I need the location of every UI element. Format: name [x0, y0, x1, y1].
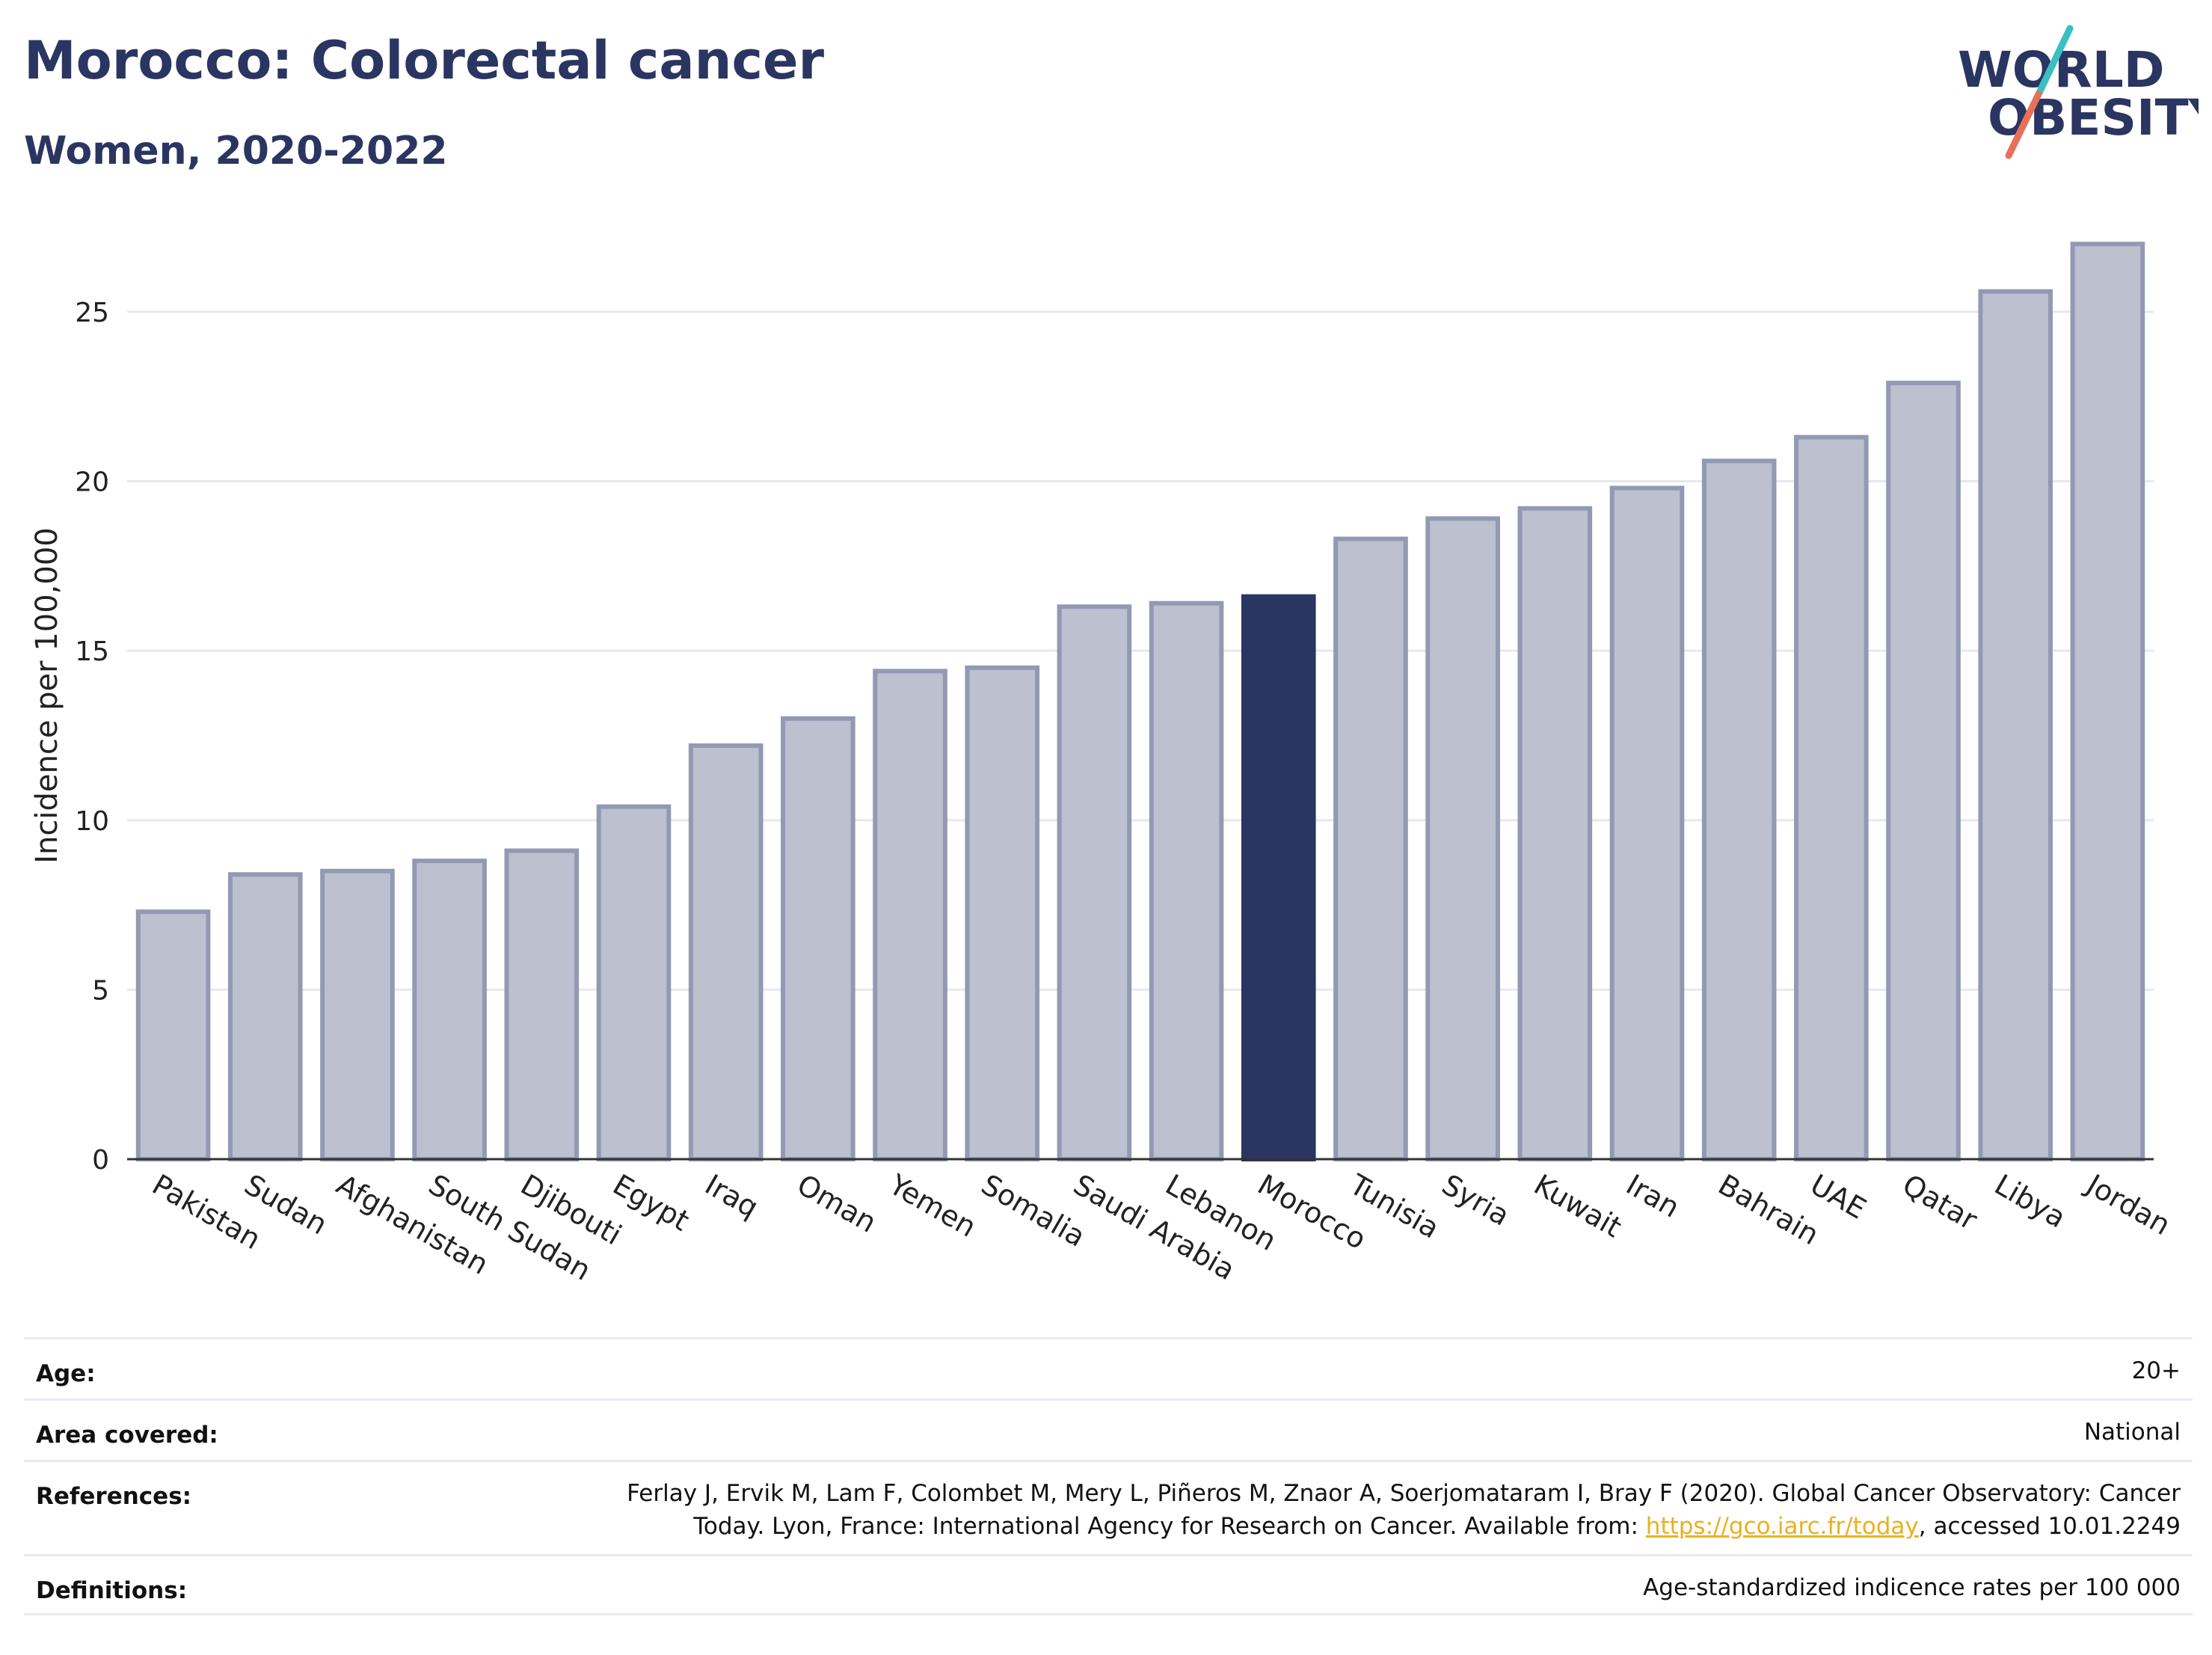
references-value: Ferlay J, Ervik M, Lam F, Colombet M, Me…	[627, 1462, 2181, 1543]
bar	[965, 665, 1040, 1161]
x-tick-label: Yemen	[883, 1167, 982, 1244]
chart-title: Morocco: Colorectal cancer	[24, 30, 824, 91]
bar	[1886, 381, 1961, 1161]
info-row-definitions: Definitions: Age-standardized indicence …	[24, 1554, 2193, 1615]
info-table: Age: 20+ Area covered: National Referenc…	[24, 1337, 2193, 1615]
bar	[1794, 435, 1869, 1161]
info-row-references: References: Ferlay J, Ervik M, Lam F, Co…	[24, 1460, 2193, 1554]
logo-text-obesity: OBESITY	[1988, 89, 2199, 147]
x-tick-label: Oman	[792, 1168, 882, 1239]
bar	[1149, 601, 1224, 1161]
logo-slash-teal	[2035, 25, 2074, 98]
bar	[596, 804, 672, 1161]
y-tick-label: 10	[75, 806, 109, 837]
bar	[1701, 458, 1777, 1161]
x-tick-label: Syria	[1437, 1168, 1515, 1232]
x-tick-label: Bahrain	[1712, 1168, 1824, 1252]
references-line-2: Today. Lyon, France: International Agenc…	[627, 1510, 2181, 1543]
logo-slash-coral	[2005, 90, 2042, 159]
y-tick-label: 25	[75, 298, 109, 328]
y-tick-label: 5	[92, 975, 109, 1006]
bar	[873, 669, 947, 1161]
x-tick-label: Qatar	[1897, 1168, 1983, 1237]
bar	[1517, 506, 1593, 1161]
references-line-2-post: , accessed 10.01.2249	[1918, 1513, 2181, 1540]
bar	[320, 868, 395, 1161]
chart-subtitle: Women, 2020-2022	[24, 129, 448, 174]
y-axis-title: Incidence per 100,000	[30, 527, 64, 864]
area-value: National	[2083, 1419, 2181, 1446]
bar	[412, 859, 487, 1162]
y-tick-label: 15	[75, 636, 109, 667]
bar	[1609, 485, 1685, 1161]
bar-highlight	[1241, 594, 1316, 1161]
x-tick-label: Iran	[1620, 1168, 1685, 1224]
bar	[1333, 536, 1408, 1161]
bar	[1425, 516, 1500, 1161]
x-tick-label: Libya	[1989, 1168, 2071, 1235]
bar	[781, 716, 855, 1161]
info-row-area: Area covered: National	[24, 1398, 2193, 1460]
bar	[2070, 242, 2145, 1161]
age-label: Age:	[36, 1360, 96, 1387]
definitions-value: Age-standardized indicence rates per 100…	[1643, 1574, 2181, 1601]
bar	[227, 872, 303, 1161]
x-tick-label: Somalia	[976, 1168, 1091, 1253]
bar	[1978, 289, 2053, 1161]
area-label: Area covered:	[36, 1422, 218, 1449]
references-line-1: Ferlay J, Ervik M, Lam F, Colombet M, Me…	[627, 1480, 2181, 1507]
references-line-2-pre: Today. Lyon, France: International Agenc…	[693, 1513, 1646, 1540]
x-tick-label: Jordan	[2080, 1167, 2175, 1242]
y-tick-label: 0	[92, 1145, 109, 1176]
x-tick-label: Iraq	[699, 1168, 764, 1224]
references-label: References:	[36, 1483, 192, 1510]
y-tick-label: 20	[75, 467, 109, 498]
bar	[135, 909, 211, 1162]
x-tick-label: Kuwait	[1529, 1168, 1627, 1244]
bar	[688, 743, 764, 1161]
age-value: 20+	[2131, 1357, 2181, 1384]
definitions-label: Definitions:	[36, 1577, 188, 1604]
bar	[1057, 604, 1132, 1161]
world-obesity-logo: WORLD OBESITY	[1958, 25, 2199, 159]
bar	[504, 848, 580, 1161]
info-row-age: Age: 20+	[24, 1337, 2193, 1398]
references-link[interactable]: https://gco.iarc.fr/today	[1645, 1513, 1919, 1540]
